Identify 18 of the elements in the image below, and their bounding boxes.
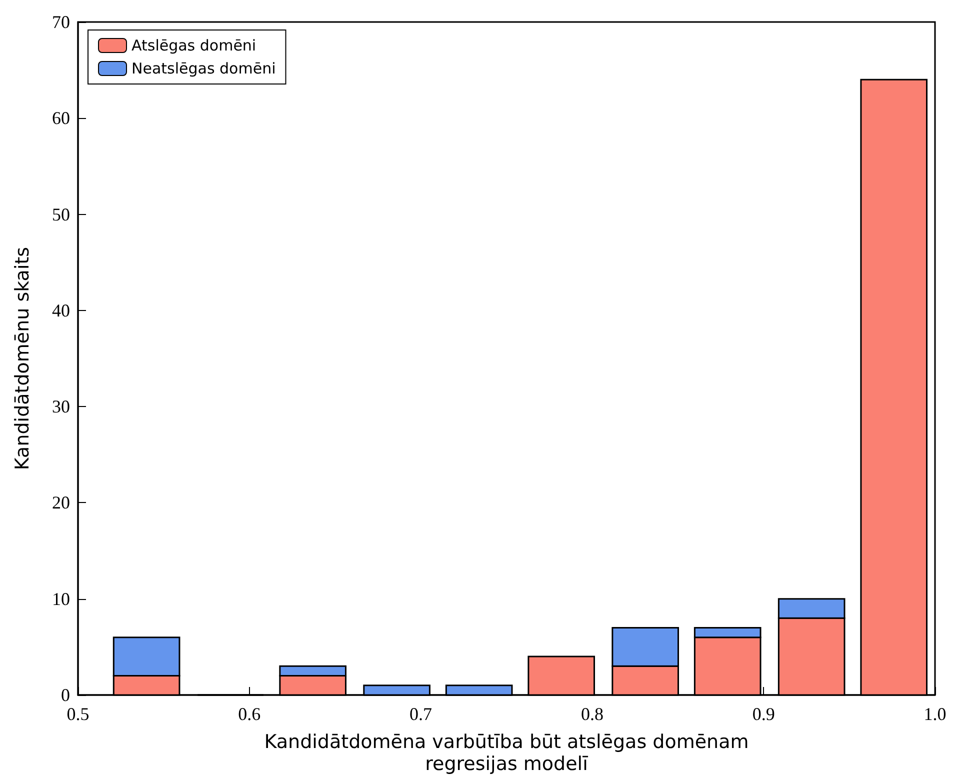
y-tick-label: 30 xyxy=(52,396,70,417)
y-tick-label: 60 xyxy=(52,108,70,128)
y-tick-label: 70 xyxy=(52,12,70,32)
x-tick-label: 0.6 xyxy=(238,704,261,724)
y-tick-label: 10 xyxy=(52,588,70,609)
legend-label: Neatslēgas domēni xyxy=(132,60,276,78)
x-tick-label: 0.9 xyxy=(752,704,775,724)
y-tick-label: 0 xyxy=(61,685,70,705)
x-tick-label: 1.0 xyxy=(924,704,946,724)
x-axis-title: Kandidātdomēna varbūtība būt atslēgas domēnam regresijas modelī xyxy=(264,731,749,775)
x-tick-label: 0.7 xyxy=(410,704,432,724)
x-tick-label: 0.5 xyxy=(66,704,90,724)
y-tick-label: 50 xyxy=(52,204,70,224)
y-tick-label: 20 xyxy=(52,492,70,513)
y-tick-label: 40 xyxy=(52,300,70,320)
x-tick-label: 0.8 xyxy=(580,704,604,724)
legend-label: Atslēgas domēni xyxy=(132,36,256,54)
y-axis-title: Kandidātdomēnu skaits xyxy=(12,246,34,470)
